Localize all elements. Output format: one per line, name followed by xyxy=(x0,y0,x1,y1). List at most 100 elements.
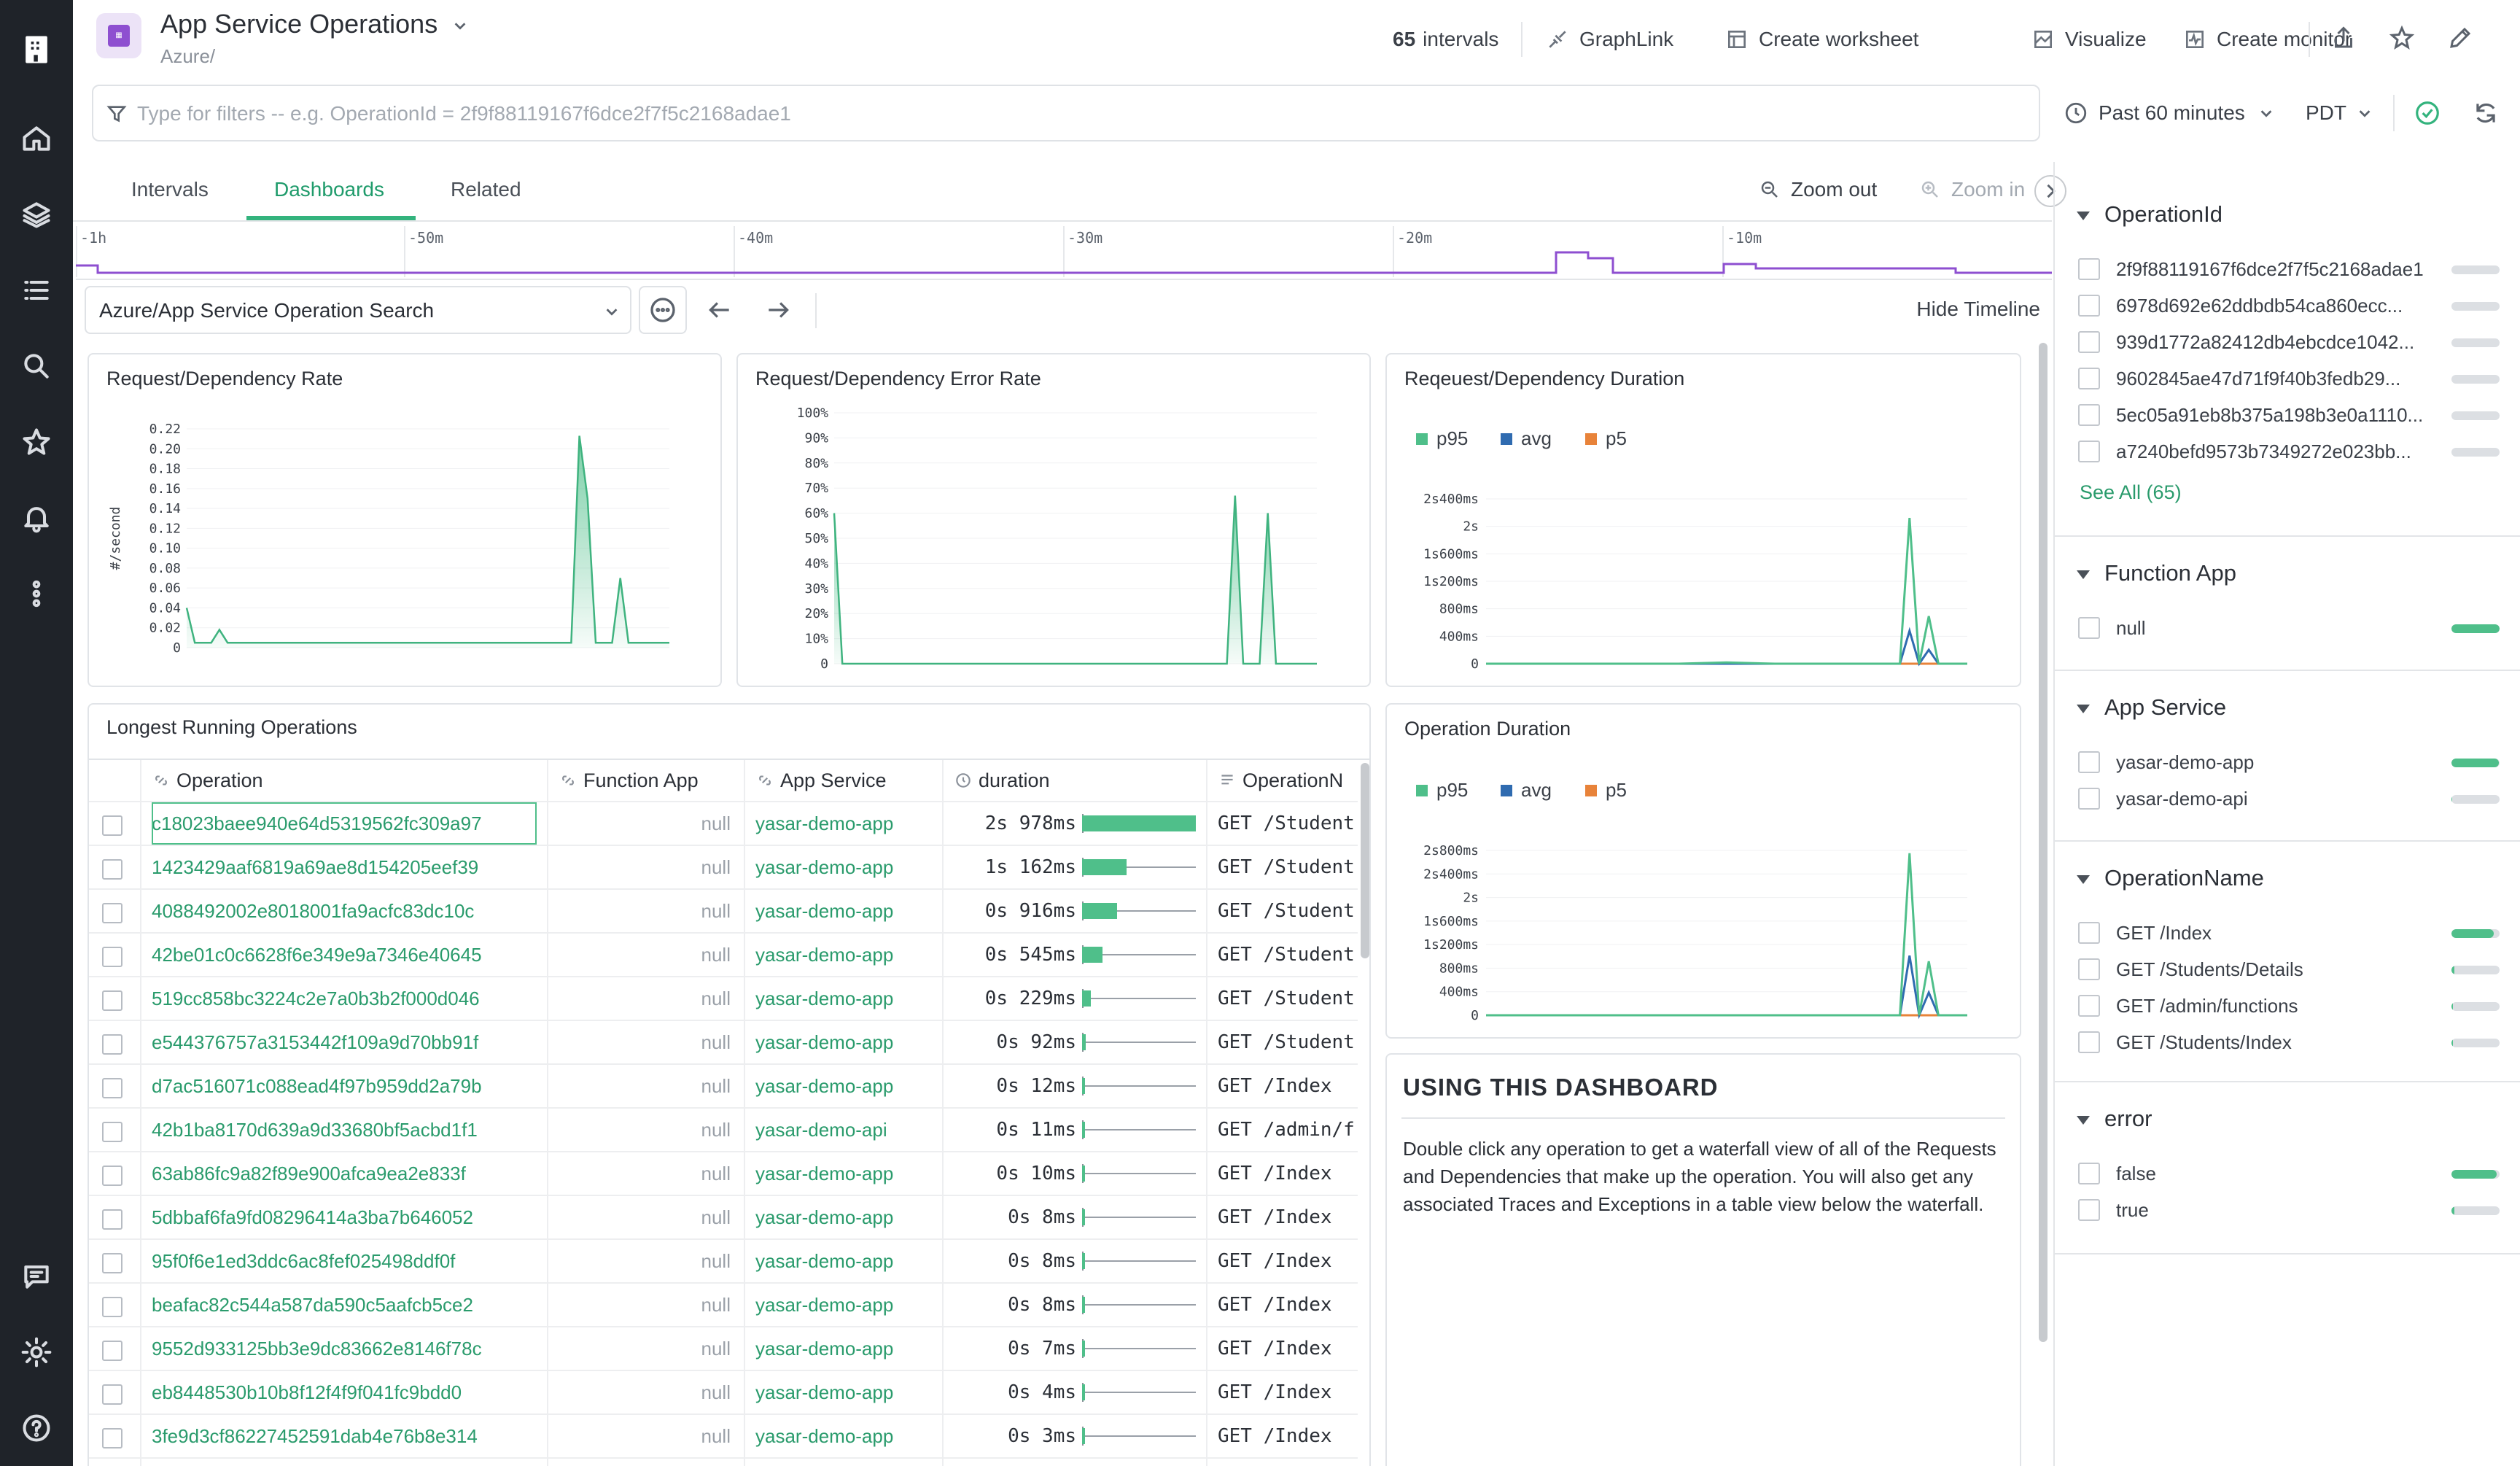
layers-icon[interactable] xyxy=(19,197,54,232)
operation-id-cell[interactable]: 3fe9d3cf86227452591dab4e76b8e314 xyxy=(152,1425,478,1447)
app-service-cell[interactable]: yasar-demo-app xyxy=(755,1294,894,1316)
app-service-cell[interactable]: yasar-demo-app xyxy=(755,856,894,878)
row-checkbox[interactable] xyxy=(102,947,122,967)
app-service-cell[interactable]: yasar-demo-app xyxy=(755,1338,894,1360)
facet-item[interactable]: GET /Index xyxy=(2078,918,2501,950)
facet-item[interactable]: yasar-demo-app xyxy=(2078,747,2501,779)
col-header-app-service[interactable]: App Service xyxy=(755,760,887,801)
breadcrumb[interactable]: Azure/ xyxy=(160,45,216,67)
operation-id-cell[interactable]: 1423429aaf6819a69ae8d154205eef39 xyxy=(152,856,479,878)
row-checkbox[interactable] xyxy=(102,859,122,880)
see-all-link[interactable]: See All (65) xyxy=(2080,481,2182,503)
dashboard-more-button[interactable] xyxy=(639,286,687,334)
operation-id-cell[interactable]: 63ab86fc9a82f89e900afca9ea2e833f xyxy=(152,1163,466,1184)
operation-id-cell[interactable]: 5dbbaf6fa9fd08296414a3ba7b646052 xyxy=(152,1206,474,1228)
more-vertical-icon[interactable] xyxy=(19,576,54,611)
col-header-operation[interactable]: Operation xyxy=(152,760,263,801)
org-building-icon[interactable] xyxy=(19,32,54,67)
facet-section-title[interactable]: error xyxy=(2104,1106,2152,1131)
app-service-cell[interactable]: yasar-demo-app xyxy=(755,944,894,966)
facet-item[interactable]: GET /Students/Details xyxy=(2078,954,2501,986)
row-checkbox[interactable] xyxy=(102,1341,122,1361)
facet-section-title[interactable]: OperationName xyxy=(2104,865,2264,891)
refresh-icon[interactable] xyxy=(2472,99,2500,127)
table-row[interactable]: 42be01c0c6628f6e349e9a7346e40645 null yasa… xyxy=(89,932,1358,976)
facet-item[interactable]: false xyxy=(2078,1158,2501,1190)
app-service-cell[interactable]: yasar-demo-app xyxy=(755,1250,894,1272)
search-icon[interactable] xyxy=(19,349,54,384)
row-checkbox[interactable] xyxy=(102,1122,122,1142)
table-row[interactable]: 4088492002e8018001fa9acfc83dc10c null yasa… xyxy=(89,888,1358,932)
operation-id-cell[interactable]: beafac82c544a587da590c5aafcb5ce2 xyxy=(152,1294,473,1316)
legend-label[interactable]: p5 xyxy=(1606,779,1627,801)
chat-icon[interactable] xyxy=(19,1259,54,1294)
facet-section-title[interactable]: Function App xyxy=(2104,560,2236,586)
facet-checkbox[interactable] xyxy=(2078,751,2100,773)
table-row[interactable]: eb8448530b10b8f12f4f9f041fc9bdd0 null yasa… xyxy=(89,1370,1358,1413)
row-checkbox[interactable] xyxy=(102,1078,122,1098)
row-checkbox[interactable] xyxy=(102,903,122,923)
collapse-triangle-icon[interactable] xyxy=(2077,875,2090,884)
table-row[interactable] xyxy=(89,1457,1358,1466)
table-row[interactable]: 5dbbaf6fa9fd08296414a3ba7b646052 null yasa… xyxy=(89,1195,1358,1238)
zoom-out-button[interactable]: Zoom out xyxy=(1759,178,1877,201)
table-row[interactable]: 42b1ba8170d639a9d33680bf5acbd1f1 null yasa… xyxy=(89,1107,1358,1151)
error-rate-chart[interactable]: 100% 90% 80% 70% 60% 50% 40% 30% 20% 10% 0 xyxy=(738,354,1369,687)
table-row[interactable]: 95f0f6e1ed3ddc6ac8fef025498ddf0f null yasa… xyxy=(89,1238,1358,1282)
table-row[interactable]: 1423429aaf6819a69ae8d154205eef39 null yasa… xyxy=(89,845,1358,888)
row-checkbox[interactable] xyxy=(102,1034,122,1055)
operation-id-cell[interactable]: 42be01c0c6628f6e349e9a7346e40645 xyxy=(152,944,482,966)
star-icon[interactable] xyxy=(19,424,54,459)
app-service-cell[interactable]: yasar-demo-api xyxy=(755,1119,887,1141)
chevron-down-icon[interactable] xyxy=(452,18,468,34)
facet-section-title[interactable]: App Service xyxy=(2104,694,2227,720)
page-title[interactable]: App Service Operations xyxy=(160,9,438,39)
facet-checkbox[interactable] xyxy=(2078,995,2100,1017)
row-checkbox[interactable] xyxy=(102,990,122,1011)
tab-dashboards[interactable]: Dashboards xyxy=(274,178,384,201)
table-row[interactable]: e544376757a3153442f109a9d70bb91f null yasa… xyxy=(89,1020,1358,1063)
facet-item[interactable]: 6978d692e62ddbdb54ca860ecc... xyxy=(2078,290,2501,322)
legend-label[interactable]: avg xyxy=(1521,427,1552,449)
operation-id-cell[interactable]: 4088492002e8018001fa9acfc83dc10c xyxy=(152,900,475,922)
duration-chart[interactable]: p95 avg p5 2s400ms 2s 1s600ms 1s200ms 800ms 400m… xyxy=(1387,354,2020,687)
filter-input[interactable] xyxy=(137,98,2004,130)
table-row[interactable]: beafac82c544a587da590c5aafcb5ce2 null yasa… xyxy=(89,1282,1358,1326)
legend-label[interactable]: p95 xyxy=(1436,427,1468,449)
app-service-cell[interactable]: yasar-demo-app xyxy=(755,1206,894,1228)
facet-item[interactable]: 9602845ae47d71f9f40b3fedb29... xyxy=(2078,363,2501,395)
graphlink-button[interactable]: GraphLink xyxy=(1546,25,1673,54)
timeline-strip[interactable]: -1h -50m -40m -30m -20m -10m xyxy=(76,223,2052,280)
facet-section-title[interactable]: OperationId xyxy=(2104,201,2222,227)
facet-item[interactable]: 2f9f88119167f6dce2f7f5c2168adae1 xyxy=(2078,254,2501,286)
row-checkbox[interactable] xyxy=(102,815,122,836)
app-service-cell[interactable]: yasar-demo-app xyxy=(755,1381,894,1403)
table-row[interactable]: 3fe9d3cf86227452591dab4e76b8e314 null yasa… xyxy=(89,1413,1358,1457)
col-header-operation-name[interactable]: OperationN xyxy=(1218,760,1343,801)
facet-checkbox[interactable] xyxy=(2078,258,2100,280)
tab-related[interactable]: Related xyxy=(451,178,521,201)
help-icon[interactable] xyxy=(19,1411,54,1446)
row-checkbox[interactable] xyxy=(102,1297,122,1317)
row-checkbox[interactable] xyxy=(102,1209,122,1230)
arrow-left-icon[interactable] xyxy=(706,296,734,324)
edit-pencil-icon[interactable] xyxy=(2447,25,2476,54)
facet-checkbox[interactable] xyxy=(2078,295,2100,317)
rate-chart[interactable]: 0.22 0.20 0.18 0.16 0.14 0.12 0.10 0.08 0.06 0.04… xyxy=(89,354,720,687)
bell-icon[interactable] xyxy=(19,500,54,535)
table-row[interactable]: 63ab86fc9a82f89e900afca9ea2e833f null yasa… xyxy=(89,1151,1358,1195)
operation-id-cell[interactable]: e544376757a3153442f109a9d70bb91f xyxy=(152,1031,479,1053)
collapse-triangle-icon[interactable] xyxy=(2077,212,2090,220)
legend-label[interactable]: avg xyxy=(1521,779,1552,801)
arrow-right-icon[interactable] xyxy=(764,296,792,324)
hide-timeline-button[interactable]: Hide Timeline xyxy=(1916,298,2040,320)
table-row[interactable]: 9552d933125bb3e9dc83662e8146f78c null yasa… xyxy=(89,1326,1358,1370)
app-service-cell[interactable]: yasar-demo-app xyxy=(755,1031,894,1053)
operation-id-cell[interactable]: c18023baee940e64d5319562fc309a97 xyxy=(152,802,537,845)
home-icon[interactable] xyxy=(19,121,54,156)
operation-id-cell[interactable]: 42b1ba8170d639a9d33680bf5acbd1f1 xyxy=(152,1119,478,1141)
facet-item[interactable]: GET /admin/functions xyxy=(2078,990,2501,1023)
time-range-picker[interactable]: Past 60 minutes xyxy=(2064,95,2274,131)
row-checkbox[interactable] xyxy=(102,1384,122,1405)
facet-checkbox[interactable] xyxy=(2078,1163,2100,1184)
